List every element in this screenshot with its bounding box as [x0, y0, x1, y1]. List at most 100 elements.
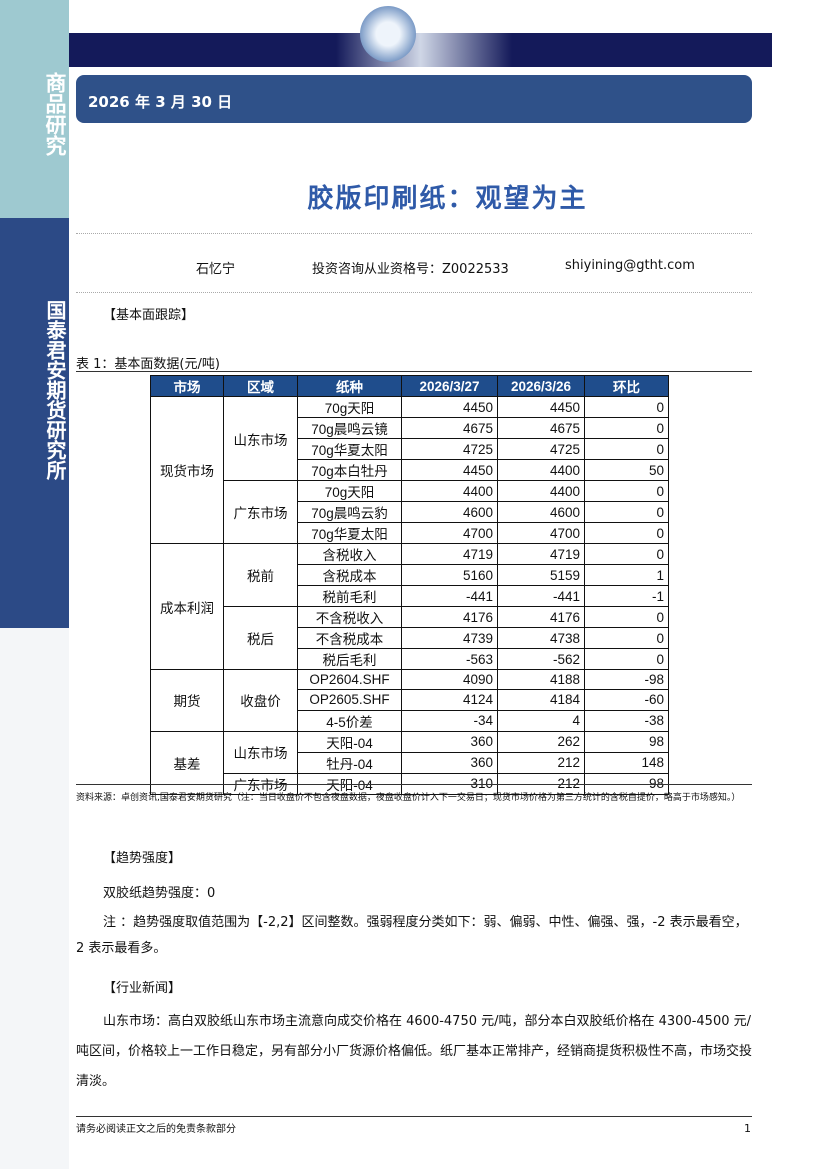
fundamentals-table: 市场 区域 纸种 2026/3/27 2026/3/26 环比 现货市场 山东市场 70g天阳…	[150, 375, 669, 795]
value-cell: 4719	[401, 543, 498, 565]
value-cell: 4400	[401, 480, 498, 502]
table-row: 税前毛利 -441 -441 -1	[151, 585, 669, 607]
header-banner	[69, 33, 772, 67]
value-cell: 4450	[401, 396, 498, 418]
value-cell: 4176	[401, 606, 498, 628]
table-row: 现货市场 山东市场 70g天阳 4450 4450 0	[150, 396, 669, 544]
region-cell: 收盘价	[223, 669, 298, 732]
market-cell: 基差	[150, 730, 224, 795]
section-trend: 【趋势强度】	[103, 851, 182, 866]
date-bar: 2026 年 3 月 30 日	[76, 75, 752, 123]
sidebar-category: 商品研究	[43, 72, 67, 156]
value-cell: 310	[401, 772, 498, 795]
value-cell: 4700	[401, 522, 498, 544]
item-cell: 不含税收入	[297, 606, 402, 628]
page-title: 胶版印刷纸：观望为主	[307, 184, 588, 214]
value-cell: 4	[497, 709, 585, 732]
value-cell: 0	[584, 396, 669, 418]
value-cell: 1	[584, 564, 669, 586]
item-cell: 税后毛利	[297, 648, 402, 670]
value-cell: 0	[584, 417, 669, 439]
footer-divider	[76, 1116, 752, 1117]
market-cell: 期货	[150, 669, 224, 732]
value-cell: 4124	[401, 689, 498, 711]
value-cell: 4450	[497, 396, 585, 418]
value-cell: -98	[584, 668, 669, 691]
sidebar-top: 商品研究	[0, 0, 69, 218]
item-cell: 70g天阳	[297, 480, 402, 502]
section-fundamentals: 【基本面跟踪】	[103, 308, 195, 323]
item-cell: 70g华夏太阳	[297, 438, 402, 460]
item-cell: 70g晨鸣云豹	[297, 501, 402, 523]
item-cell: 70g华夏太阳	[297, 522, 402, 544]
value-cell: -38	[584, 709, 669, 732]
author-email[interactable]: shiyining@gtht.com	[565, 258, 695, 273]
item-cell: 税前毛利	[297, 585, 402, 607]
value-cell: -441	[497, 585, 585, 607]
report-date: 2026 年 3 月 30 日	[88, 93, 233, 111]
value-cell: 4738	[497, 627, 585, 649]
column-header: 环比	[584, 375, 669, 397]
value-cell: 4400	[497, 459, 585, 481]
diamond-logo-icon	[360, 6, 416, 62]
section-news: 【行业新闻】	[103, 981, 182, 996]
value-cell: 360	[401, 751, 498, 774]
table-caption: 表 1：基本面数据(元/吨)	[76, 357, 220, 372]
value-cell: 0	[584, 627, 669, 649]
sidebar-bottom	[0, 628, 69, 1169]
value-cell: -34	[401, 709, 498, 732]
table-row: 税后 不含税收入 4176 4176 0	[151, 606, 669, 670]
value-cell: 5160	[401, 564, 498, 586]
table-row: 70g华夏太阳 4700 4700 0	[151, 522, 669, 544]
divider	[76, 371, 752, 372]
value-cell: -1	[584, 585, 669, 607]
value-cell: 4739	[401, 627, 498, 649]
disclaimer-note: 请务必阅读正文之后的免责条款部分	[76, 1124, 236, 1135]
value-cell: 212	[497, 772, 585, 795]
value-cell: 98	[584, 730, 669, 753]
column-header: 市场	[150, 375, 224, 397]
table-row: 广东市场 天阳-04 310 212 98	[151, 772, 669, 795]
value-cell: 262	[497, 730, 585, 753]
value-cell: 5159	[497, 564, 585, 586]
value-cell: 4600	[401, 501, 498, 523]
item-cell: OP2604.SHF	[297, 668, 402, 691]
item-cell: 不含税成本	[297, 627, 402, 649]
sidebar-main: 国泰君安期货研究所	[0, 218, 69, 628]
divider	[76, 784, 752, 785]
value-cell: 4675	[401, 417, 498, 439]
value-cell: 0	[584, 501, 669, 523]
region-cell: 山东市场	[223, 730, 298, 774]
author-license: 投资咨询从业资格号：Z0022533	[312, 262, 509, 277]
value-cell: -60	[584, 689, 669, 711]
column-header: 纸种	[297, 375, 402, 397]
author-name: 石忆宁	[196, 262, 236, 277]
table-row: 成本利润 税前 含税收入 4719 4719 0	[150, 543, 669, 670]
value-cell: 4725	[401, 438, 498, 460]
market-cell: 现货市场	[150, 396, 224, 544]
value-cell: 212	[497, 751, 585, 774]
divider	[76, 233, 752, 234]
table-row: 期货 收盘价 OP2604.SHF 4090 4188 -98	[150, 668, 669, 732]
trend-note: 注 ：趋势强度取值范围为【-2,2】区间整数。强弱程度分类如下：弱、偏弱、中性、…	[76, 915, 748, 956]
item-cell: 牡丹-04	[297, 751, 402, 774]
item-cell: 70g天阳	[297, 396, 402, 418]
item-cell: 70g本白牡丹	[297, 459, 402, 481]
region-cell: 税前	[223, 543, 298, 607]
sidebar-institute: 国泰君安期货研究所	[43, 300, 67, 480]
value-cell: 4600	[497, 501, 585, 523]
item-cell: OP2605.SHF	[297, 689, 402, 711]
value-cell: 4400	[497, 480, 585, 502]
value-cell: -441	[401, 585, 498, 607]
table-row: 广东市场 70g天阳 4400 4400 0	[151, 480, 669, 544]
column-header: 区域	[223, 375, 298, 397]
value-cell: 0	[584, 522, 669, 544]
table-row: 含税成本 5160 5159 1	[151, 564, 669, 586]
value-cell: 0	[584, 648, 669, 670]
table-row: 牡丹-04 360 212 148	[151, 751, 669, 774]
value-cell: 4188	[497, 668, 585, 691]
region-cell: 山东市场	[223, 396, 298, 481]
table-row: 不含税成本 4739 4738 0	[151, 627, 669, 649]
value-cell: 4176	[497, 606, 585, 628]
value-cell: 0	[584, 438, 669, 460]
